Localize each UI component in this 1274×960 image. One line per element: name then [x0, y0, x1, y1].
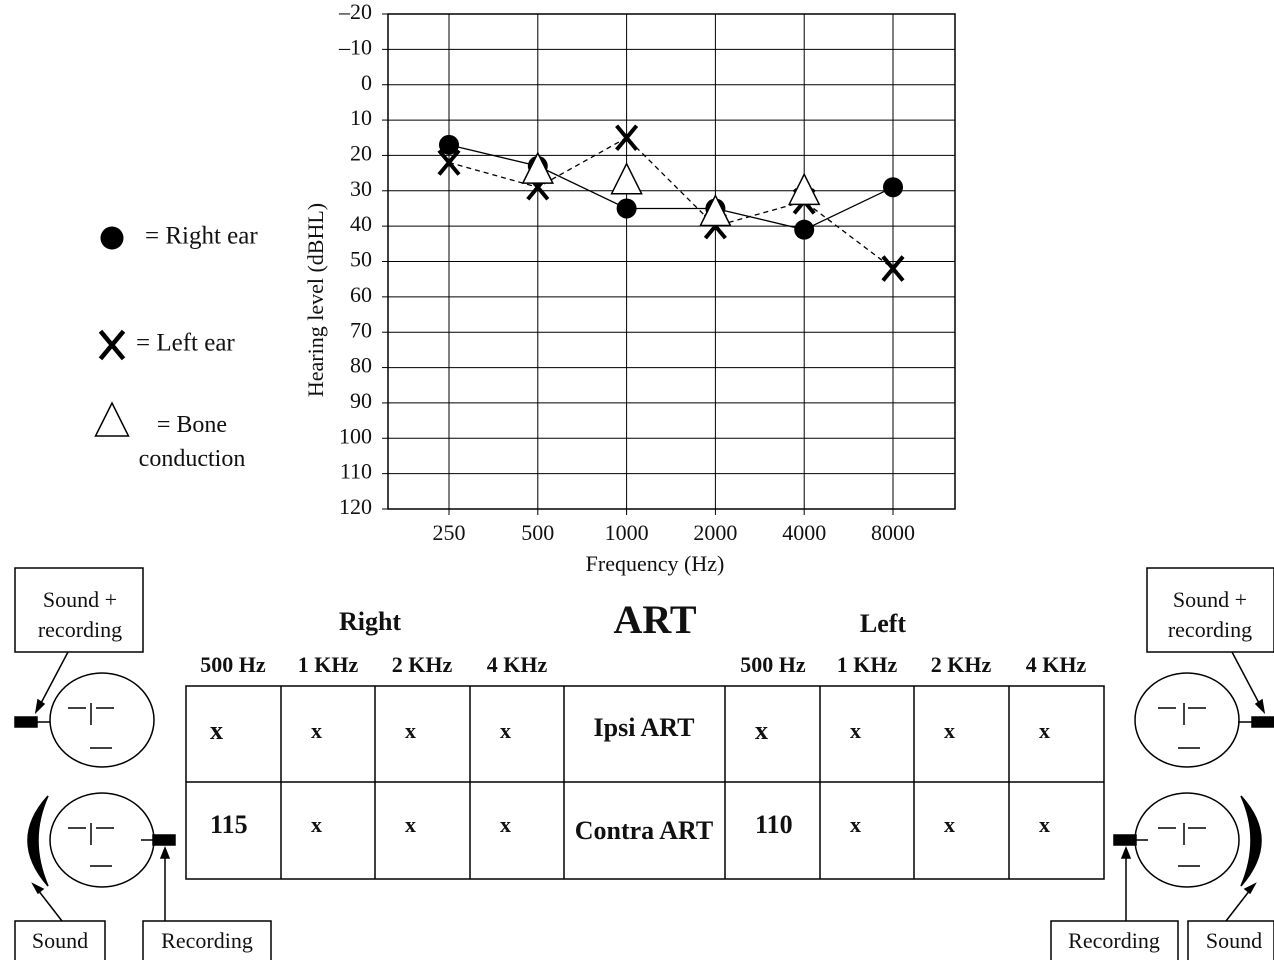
y-tick-label: –20: [338, 0, 372, 24]
cell: x: [1039, 718, 1050, 743]
y-tick-label: –10: [338, 34, 372, 59]
cell: x: [850, 812, 861, 837]
box-label: Sound: [1206, 928, 1262, 953]
y-tick-label: 60: [350, 282, 372, 307]
cell: x: [500, 718, 511, 743]
box-label: recording: [38, 617, 122, 642]
cell: 110: [755, 810, 793, 839]
x-tick-label: 250: [433, 520, 466, 545]
y-tick-label: 70: [350, 317, 372, 342]
cell: x: [405, 718, 416, 743]
row-label: Contra ART: [575, 816, 713, 845]
y-tick-label: 100: [339, 423, 372, 448]
box-label: Recording: [1068, 928, 1160, 953]
page: Frequency (Hz) Hearing level (dBHL) Righ…: [0, 0, 1274, 960]
cell: x: [944, 718, 955, 743]
legend-label: = Right ear: [145, 223, 258, 250]
cell: x: [500, 812, 511, 837]
x-tick-label: 1000: [605, 520, 649, 545]
y-tick-label: 20: [350, 140, 372, 165]
y-tick-label: 80: [350, 353, 372, 378]
x-tick-label: 2000: [693, 520, 737, 545]
row-label: Ipsi ART: [594, 713, 695, 742]
cell: x: [311, 812, 322, 837]
legend-symbol: [101, 227, 124, 250]
y-tick-label: 0: [361, 70, 372, 95]
frequency-header: 500 Hz: [740, 652, 806, 677]
point: [789, 174, 819, 204]
cell: x: [311, 718, 322, 743]
legend-label: = Bone conduction: [122, 408, 262, 476]
point: [523, 153, 553, 183]
left-label: Left: [860, 609, 907, 638]
frequency-header: 1 KHz: [837, 652, 898, 677]
point: [794, 220, 814, 240]
y-tick-label: 110: [340, 459, 372, 484]
box-label: Recording: [161, 928, 253, 953]
cell: x: [210, 716, 223, 745]
frequency-header: 500 Hz: [200, 652, 266, 677]
box-label: Sound +: [43, 587, 117, 612]
frequency-header: 4 KHz: [487, 652, 548, 677]
point: [612, 164, 642, 194]
legend-label: = Left ear: [136, 330, 235, 357]
y-tick-label: 40: [350, 211, 372, 236]
cell: x: [944, 812, 955, 837]
point: [883, 177, 903, 197]
frequency-header: 1 KHz: [298, 652, 359, 677]
x-tick-label: 8000: [871, 520, 915, 545]
cell: x: [755, 716, 768, 745]
cell: x: [1039, 812, 1050, 837]
y-tick-label: 120: [339, 494, 372, 519]
legend-symbol: [101, 331, 124, 359]
box-label: Sound: [32, 928, 88, 953]
right-label: Right: [339, 607, 401, 636]
point: [617, 198, 637, 218]
x-axis-label: Frequency (Hz): [586, 551, 725, 576]
cell: 115: [210, 810, 248, 839]
frequency-header: 2 KHz: [931, 652, 992, 677]
art-title: ART: [613, 597, 696, 642]
series-line: [449, 138, 893, 269]
box-label: Sound +: [1173, 587, 1247, 612]
y-tick-label: 50: [350, 247, 372, 272]
series-line: [449, 145, 893, 230]
cell: x: [850, 718, 861, 743]
box-label: recording: [1168, 617, 1252, 642]
y-tick-label: 10: [350, 105, 372, 130]
figure: Frequency (Hz) Hearing level (dBHL) Righ…: [0, 0, 1274, 960]
frequency-header: 2 KHz: [392, 652, 453, 677]
y-axis-label: Hearing level (dBHL): [303, 203, 328, 397]
frequency-header: 4 KHz: [1026, 652, 1087, 677]
cell: x: [405, 812, 416, 837]
x-tick-label: 500: [521, 520, 554, 545]
y-tick-label: 30: [350, 176, 372, 201]
x-tick-label: 4000: [782, 520, 826, 545]
y-tick-label: 90: [350, 388, 372, 413]
